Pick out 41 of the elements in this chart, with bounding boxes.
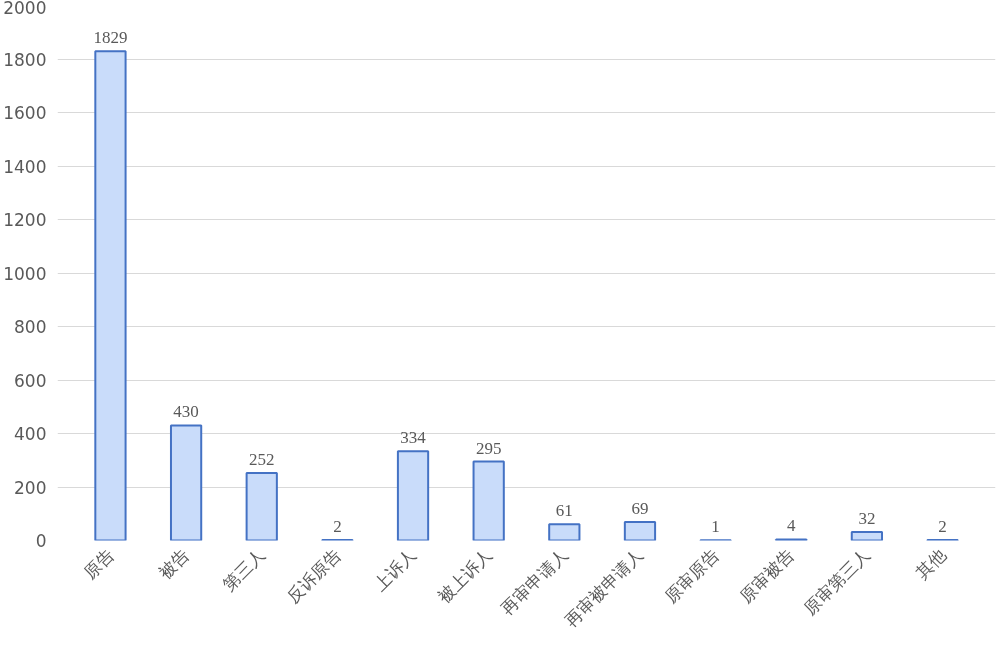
y-tick-label: 1800 [3, 49, 47, 70]
y-tick-label: 1400 [3, 156, 47, 177]
data-label: 61 [555, 501, 573, 521]
data-label: 430 [173, 402, 199, 422]
y-tick-label: 0 [35, 531, 47, 551]
y-tick-label: 800 [14, 317, 47, 337]
bar [396, 450, 430, 541]
data-label: 252 [248, 450, 275, 470]
bar [850, 530, 884, 541]
x-tick-label: 原告 [79, 544, 118, 583]
x-tick-label: 原审被告 [736, 544, 799, 607]
y-tick-label: 600 [14, 370, 47, 391]
x-tick-label: 被告 [154, 544, 194, 583]
x-tick-label: 被上诉人 [433, 544, 496, 607]
x-tick-label: 上诉人 [369, 544, 421, 595]
x-tick-label: 反诉原告 [282, 544, 345, 607]
y-tick-label: 1600 [3, 103, 47, 123]
x-tick-label: 原审原告 [660, 544, 723, 607]
x-tick-label: 原审第三人 [799, 544, 874, 619]
x-tick-label: 第三人 [218, 544, 269, 595]
data-label: 69 [631, 499, 649, 519]
bar [169, 424, 203, 541]
data-label: 4 [787, 516, 797, 536]
bar [623, 521, 657, 541]
data-label: 2 [333, 516, 342, 536]
bar [94, 50, 127, 541]
bar [245, 472, 278, 541]
y-tick-label: 2000 [3, 0, 47, 18]
bar [548, 523, 581, 541]
y-tick-label: 1000 [3, 263, 47, 284]
bar [472, 460, 505, 541]
data-label: 295 [475, 438, 502, 458]
y-tick-label: 1200 [3, 210, 47, 230]
data-label: 1829 [93, 28, 128, 48]
y-tick-label: 200 [14, 477, 47, 498]
x-tick-label: 其他 [911, 544, 950, 583]
data-label: 334 [400, 428, 427, 448]
data-label: 1 [711, 517, 720, 537]
data-label: 32 [858, 508, 876, 528]
data-label: 2 [938, 516, 947, 536]
y-tick-label: 400 [14, 424, 47, 444]
